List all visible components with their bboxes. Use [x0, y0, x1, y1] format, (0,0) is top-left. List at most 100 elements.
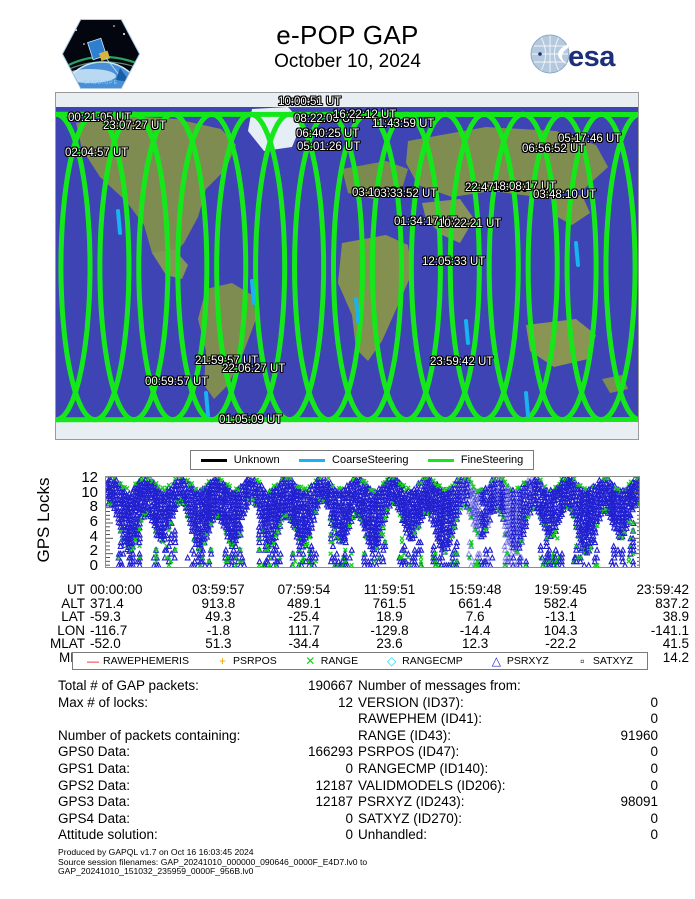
plot-marker-psrxyz	[184, 488, 191, 495]
plot-marker-psrxyz	[491, 499, 499, 507]
plot-marker-range	[578, 555, 583, 560]
stat-label: Attitude solution:	[58, 827, 158, 843]
plot-marker-psrxyz	[577, 504, 585, 511]
plot-marker-psrxyz	[459, 485, 467, 492]
plot-marker-psrxyz	[171, 527, 179, 534]
plot-marker-psrxyz	[354, 484, 361, 492]
orbit-track-finesteering	[131, 111, 171, 423]
plot-marker-psrxyz	[339, 536, 347, 543]
stat-spacer	[58, 711, 353, 728]
plot-marker-psrxyz	[258, 481, 265, 489]
plot-marker-psrxyz	[405, 550, 412, 557]
plot-marker-range	[267, 562, 273, 567]
plot-marker-psrxyz	[520, 530, 527, 537]
plot-marker-psrxyz	[558, 550, 566, 557]
plot-marker-psrxyz	[596, 487, 603, 495]
plot-marker-range	[502, 479, 508, 485]
plot-marker-range	[399, 535, 405, 541]
plot-marker-psrxyz	[335, 557, 342, 565]
plot-marker-psrxyz	[505, 491, 513, 498]
packet-count-row: GPS4 Data: 0	[58, 811, 353, 828]
plot-marker-range	[153, 555, 159, 560]
plot-marker-psrxyz	[226, 487, 234, 494]
plot-marker-psrxyz	[344, 561, 351, 567]
plot-marker-psrxyz	[503, 499, 511, 506]
legend-label: FineSteering	[460, 454, 524, 466]
plot-marker-range	[380, 532, 386, 537]
plot-marker-psrxyz	[543, 521, 550, 528]
plot-marker-psrxyz	[543, 498, 551, 505]
plot-marker-psrxyz	[499, 503, 507, 511]
plot-marker-range	[626, 558, 632, 564]
plot-marker-psrxyz	[547, 517, 555, 524]
plot-marker-psrxyz	[490, 507, 498, 514]
orbit-track-finesteering	[365, 111, 405, 423]
plot-marker-range	[519, 538, 525, 544]
plot-marker-range	[578, 482, 583, 488]
message-count-row: RANGE (ID43): 91960	[358, 728, 658, 745]
plot-marker-psrxyz	[136, 530, 143, 538]
plot-marker-range	[288, 477, 294, 481]
plot-marker-psrxyz	[516, 505, 524, 513]
plot-marker-psrxyz	[511, 514, 519, 522]
plot-marker-psrxyz	[492, 477, 500, 482]
plot-legend-marker-diamond-icon: ◇	[387, 654, 397, 668]
plot-marker-psrxyz	[373, 516, 381, 524]
plot-marker-range	[399, 539, 405, 545]
plot-marker-psrxyz	[237, 501, 245, 509]
axis-row-values: -116.7 -1.8 111.7 -129.8 -14.4 104.3 -141.1	[90, 624, 689, 638]
plot-marker-range	[147, 477, 153, 479]
plot-marker-psrxyz	[178, 481, 185, 489]
plot-marker-psrxyz	[221, 550, 229, 557]
plot-marker-psrxyz	[621, 510, 628, 517]
plot-marker-psrxyz	[569, 485, 576, 493]
plot-marker-psrxyz	[144, 491, 151, 498]
plot-marker-psrxyz	[119, 500, 126, 507]
plot-marker-psrxyz	[492, 497, 500, 505]
plot-marker-psrxyz	[243, 477, 251, 483]
plot-marker-psrxyz	[547, 486, 555, 493]
plot-marker-psrxyz	[249, 477, 257, 484]
plot-marker-psrxyz	[609, 561, 616, 567]
plot-marker-psrxyz	[375, 504, 382, 511]
plot-marker-psrxyz	[585, 561, 592, 567]
plot-marker-psrxyz	[455, 485, 462, 492]
orbit-track-coarsesteering	[204, 391, 210, 417]
plot-marker-psrxyz	[194, 536, 202, 543]
axis-cell: 913.8	[201, 595, 236, 611]
plot-marker-psrxyz	[255, 530, 263, 538]
plot-marker-psrxyz	[291, 496, 298, 503]
stat-value: 91960	[620, 727, 658, 743]
plot-marker-psrxyz	[576, 492, 584, 500]
plot-marker-range	[166, 482, 172, 488]
axis-cell: 761.5	[372, 595, 407, 611]
plot-marker-psrxyz	[182, 488, 190, 496]
plot-marker-range	[636, 501, 639, 507]
plot-marker-psrxyz	[505, 533, 513, 541]
plot-marker-psrxyz	[331, 553, 338, 561]
plot-marker-psrxyz	[616, 525, 624, 533]
plot-marker-psrxyz	[515, 517, 523, 524]
plot-marker-psrxyz	[129, 523, 137, 531]
plot-marker-psrxyz	[516, 553, 524, 561]
plot-marker-psrxyz	[455, 481, 462, 488]
plot-legend-label: PSRXYZ	[506, 655, 549, 667]
plot-marker-range	[124, 486, 130, 491]
plot-marker-psrxyz	[533, 477, 541, 481]
plot-marker-psrxyz	[119, 561, 126, 567]
plot-marker-psrxyz	[543, 494, 551, 501]
plot-marker-psrxyz	[191, 557, 198, 565]
plot-marker-psrxyz	[226, 525, 234, 533]
plot-marker-psrxyz	[511, 526, 519, 533]
plot-marker-psrxyz	[612, 498, 620, 505]
plot-marker-psrxyz	[264, 508, 272, 515]
plot-marker-psrxyz	[512, 503, 519, 510]
plot-marker-psrxyz	[354, 500, 362, 507]
plot-marker-psrxyz	[263, 519, 271, 527]
plot-legend-marker-plus-icon: +	[218, 654, 226, 668]
plot-marker-psrxyz	[133, 503, 141, 511]
plot-marker-range	[620, 536, 625, 541]
plot-marker-range	[382, 539, 388, 545]
plot-marker-psrxyz	[232, 550, 240, 557]
plot-marker-range	[256, 547, 262, 553]
